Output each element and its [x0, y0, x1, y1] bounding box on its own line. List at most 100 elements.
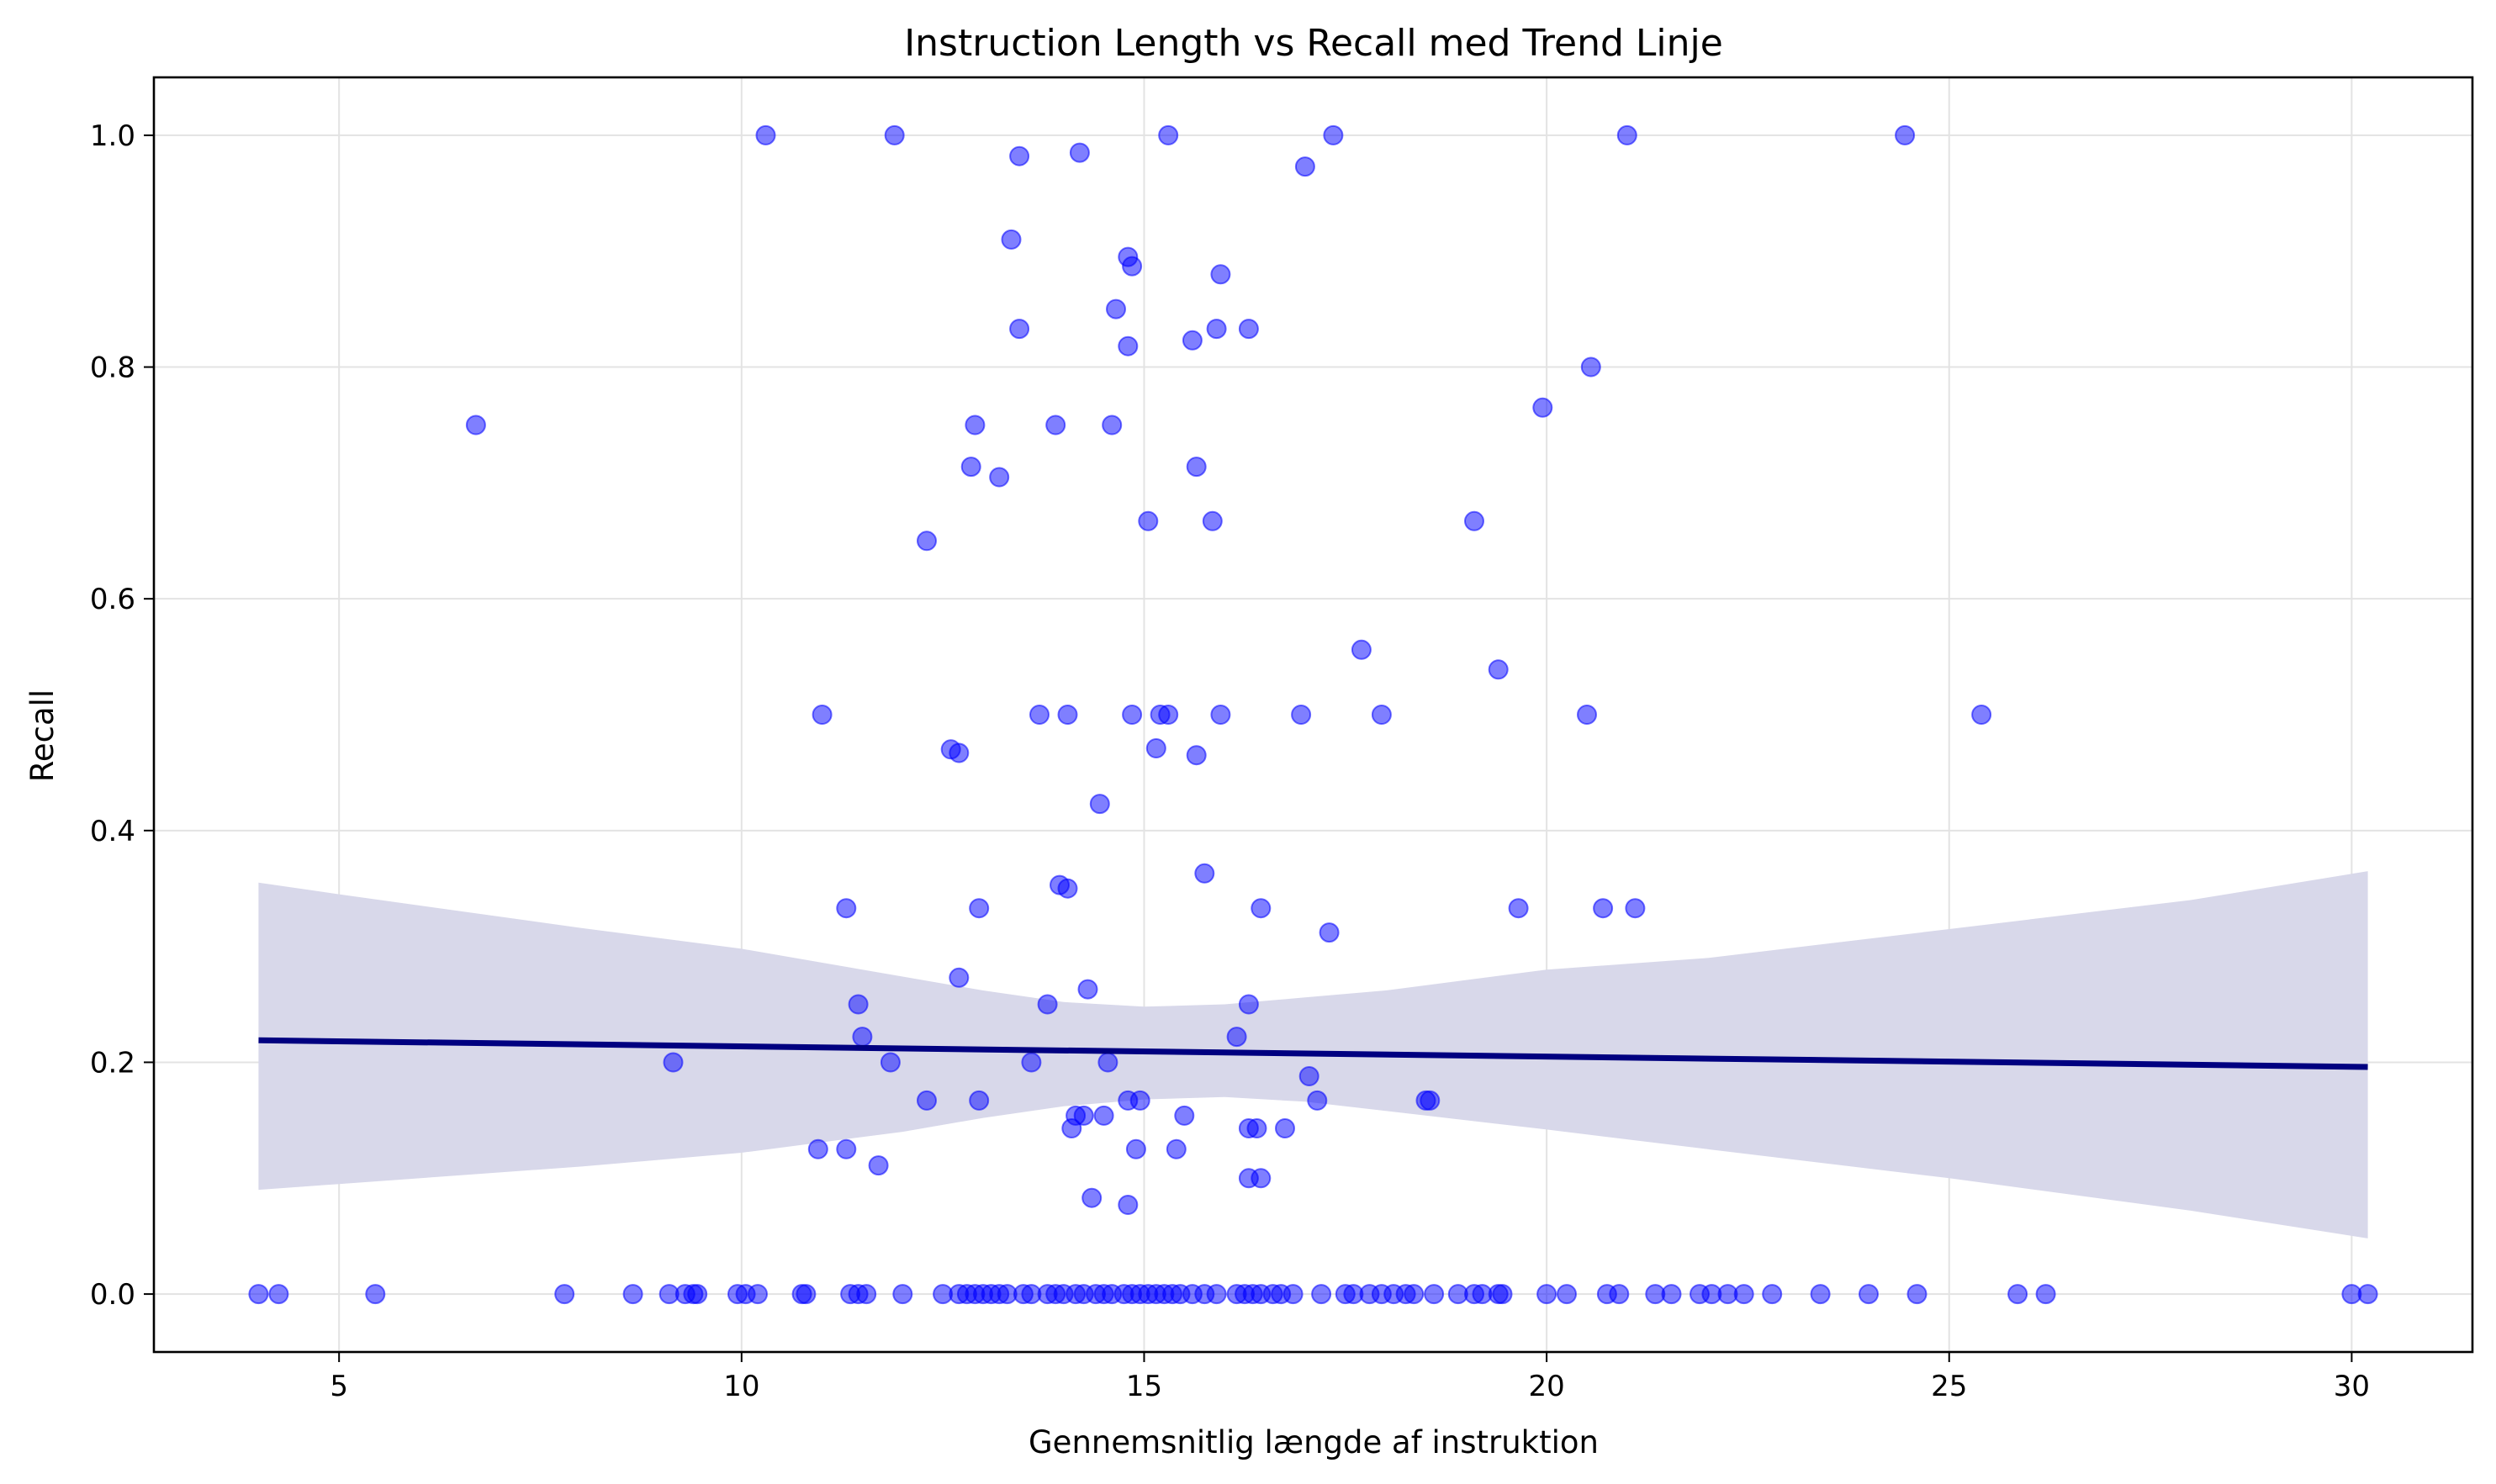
data-point: [892, 1284, 913, 1305]
data-point: [1536, 1284, 1557, 1305]
data-point: [1351, 639, 1372, 660]
data-point: [1319, 922, 1340, 943]
data-point: [852, 1027, 873, 1048]
data-point: [755, 124, 776, 145]
data-point: [1037, 994, 1058, 1015]
data-point: [2357, 1284, 2378, 1305]
data-point: [1238, 994, 1259, 1015]
data-point: [1298, 1066, 1319, 1086]
data-point: [1206, 319, 1227, 340]
data-point: [1251, 898, 1272, 919]
data-point: [1593, 898, 1614, 919]
data-point: [1045, 415, 1066, 436]
data-point: [1294, 156, 1315, 177]
data-point: [1609, 1284, 1630, 1305]
y-tick-label: 0.6: [90, 583, 135, 616]
data-point: [1057, 878, 1078, 899]
data-point: [1029, 705, 1050, 725]
data-point: [1166, 1138, 1187, 1159]
data-point: [1859, 1284, 1879, 1305]
y-axis-label: Recall: [24, 689, 61, 782]
data-point: [1118, 1195, 1139, 1215]
data-point: [1251, 1168, 1272, 1189]
data-point: [1577, 705, 1597, 725]
data-point: [1145, 738, 1166, 758]
y-tick-label: 0.8: [90, 351, 135, 385]
data-point: [1616, 124, 1637, 145]
data-point: [687, 1284, 708, 1305]
data-point: [880, 1052, 901, 1073]
data-point: [1661, 1284, 1682, 1305]
x-tick-label: 20: [1528, 1370, 1564, 1403]
data-point: [1464, 510, 1484, 531]
data-point: [1021, 1052, 1042, 1073]
data-point: [1420, 1090, 1441, 1111]
data-point: [2007, 1284, 2028, 1305]
data-point: [2035, 1284, 2056, 1305]
data-point: [1226, 1027, 1247, 1048]
data-point: [1492, 1284, 1513, 1305]
data-point: [554, 1284, 575, 1305]
grid: [154, 77, 2472, 1352]
data-point: [1371, 705, 1392, 725]
data-point: [969, 898, 990, 919]
data-point: [989, 467, 1010, 488]
data-point: [1158, 705, 1179, 725]
data-point: [1311, 1284, 1332, 1305]
data-point: [796, 1284, 817, 1305]
data-point: [1971, 705, 1992, 725]
y-tick-label: 0.2: [90, 1046, 135, 1080]
data-point: [1122, 705, 1143, 725]
data-point: [1001, 229, 1022, 250]
data-point: [1009, 145, 1030, 166]
data-point: [622, 1284, 643, 1305]
data-point: [807, 1138, 828, 1159]
data-point: [969, 1090, 990, 1111]
data-point: [1182, 330, 1203, 351]
data-point: [812, 705, 833, 725]
x-tick-label: 25: [1931, 1370, 1967, 1403]
data-point: [1138, 510, 1159, 531]
data-point: [1009, 319, 1030, 340]
data-point: [1089, 794, 1110, 815]
data-point: [268, 1284, 289, 1305]
data-point: [365, 1284, 386, 1305]
data-point: [1174, 1105, 1195, 1126]
data-point: [1073, 1105, 1094, 1126]
data-point: [836, 1138, 857, 1159]
y-axis-ticks: 0.0 0.2 0.4 0.6 0.8 1.0: [90, 119, 154, 1312]
data-point: [1488, 659, 1509, 680]
data-point: [960, 457, 981, 478]
data-point: [1810, 1284, 1831, 1305]
data-point: [1102, 415, 1123, 436]
data-point: [1186, 457, 1207, 478]
x-tick-label: 30: [2334, 1370, 2370, 1403]
data-point: [884, 124, 905, 145]
data-point: [1158, 124, 1179, 145]
data-point: [1404, 1284, 1425, 1305]
data-point: [663, 1052, 684, 1073]
data-point: [1186, 745, 1207, 766]
data-point: [856, 1284, 877, 1305]
x-tick-label: 15: [1126, 1370, 1162, 1403]
chart-title: Instruction Length vs Recall med Trend L…: [904, 22, 1723, 65]
data-point: [1895, 124, 1916, 145]
data-point: [1906, 1284, 1928, 1305]
x-axis-ticks: 5 10 15 20 25 30: [330, 1352, 2370, 1403]
data-point: [1275, 1118, 1295, 1138]
data-point: [949, 742, 970, 763]
data-point: [1625, 898, 1646, 919]
data-point: [949, 967, 970, 988]
data-point: [1210, 705, 1231, 725]
plot-frame: [152, 76, 2474, 1354]
x-tick-label: 5: [330, 1370, 348, 1403]
data-point: [1194, 863, 1215, 884]
data-point: [1282, 1284, 1304, 1305]
data-point: [836, 898, 857, 919]
data-point: [1122, 256, 1143, 277]
y-tick-label: 1.0: [90, 119, 135, 153]
data-point: [1532, 397, 1553, 418]
data-point: [1202, 510, 1223, 531]
